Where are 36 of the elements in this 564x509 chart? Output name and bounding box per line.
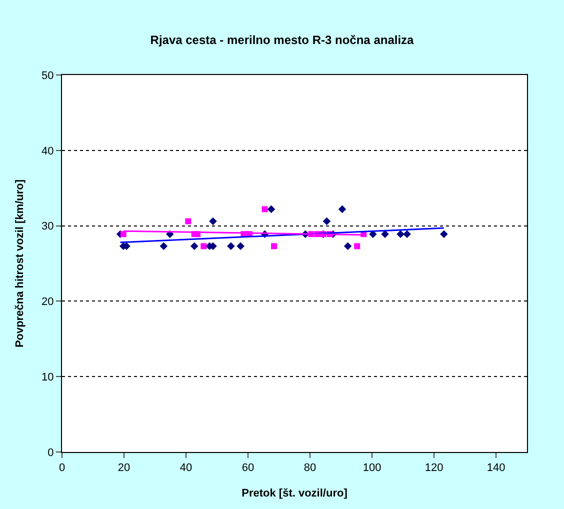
y-tick-label: 40 bbox=[42, 145, 54, 158]
point bbox=[120, 231, 126, 238]
y-tick-label: 30 bbox=[42, 220, 54, 233]
point bbox=[344, 242, 352, 250]
chart-title: Rjava cesta - merilno mesto R-3 nočna analiza bbox=[150, 33, 414, 48]
x-tick-label: 140 bbox=[486, 462, 506, 474]
point bbox=[338, 205, 346, 214]
y-tick-label: 50 bbox=[42, 70, 54, 82]
x-tick-label: 40 bbox=[180, 462, 192, 474]
x-tick-label: 120 bbox=[424, 462, 444, 474]
point bbox=[262, 206, 268, 212]
point bbox=[200, 243, 207, 250]
x-axis-title: Pretok [št. vozil/uro] bbox=[242, 487, 348, 500]
x-tick-label: 80 bbox=[304, 462, 316, 474]
point bbox=[236, 242, 244, 250]
point bbox=[440, 230, 448, 238]
point bbox=[381, 230, 389, 238]
point bbox=[271, 243, 278, 250]
y-axis-title: Povprečna hitrost vozil [km/uro] bbox=[14, 179, 26, 348]
x-tick-label: 20 bbox=[118, 462, 130, 474]
point bbox=[209, 217, 217, 226]
point bbox=[227, 242, 235, 250]
point bbox=[403, 230, 411, 238]
x-tick-label: 60 bbox=[242, 462, 254, 474]
point bbox=[267, 205, 276, 214]
x-tick-label: 100 bbox=[362, 462, 382, 474]
point bbox=[396, 230, 404, 238]
point bbox=[190, 242, 198, 250]
point bbox=[160, 242, 168, 250]
y-tick-label: 20 bbox=[42, 296, 54, 308]
y-tick-label: 10 bbox=[42, 371, 54, 384]
point bbox=[322, 217, 331, 226]
y-tick-label: 0 bbox=[48, 446, 54, 459]
x-tick-label: 0 bbox=[58, 462, 66, 474]
point bbox=[354, 243, 360, 250]
point bbox=[185, 218, 192, 224]
